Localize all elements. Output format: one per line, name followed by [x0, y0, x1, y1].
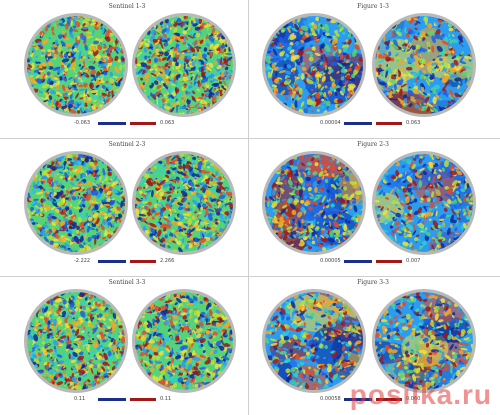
colorbar-high: [130, 260, 156, 263]
panel-title: Figure 3-3: [357, 279, 389, 286]
colorbar-min-label: 0.11: [74, 396, 86, 402]
colorbar-min-label: 0.00058: [320, 396, 341, 402]
panel-right-row2: Figure 2-3 0.00005 0.007: [256, 140, 490, 272]
sky-map-disc-left: [262, 13, 366, 117]
panel-right-row1: Figure 1-3 0.00004 0.063: [256, 2, 490, 134]
colorbar-low: [98, 260, 126, 263]
colorbar-high: [130, 398, 156, 401]
sky-map-disc-left: [24, 151, 128, 255]
colorbar-max-label: 0.007: [406, 258, 421, 264]
watermark-text: posilka.ru: [349, 379, 492, 410]
horizontal-divider-2: [0, 276, 500, 277]
panel-title: Sentinel 1-3: [108, 3, 146, 10]
panel-left-row1: Sentinel 1-3 -0.063 0.063: [10, 2, 244, 134]
colorbar-low: [98, 122, 126, 125]
panel-title: Figure 2-3: [357, 141, 389, 148]
sky-map-disc-right: [372, 289, 476, 393]
sky-map-disc-left: [262, 151, 366, 255]
colorbar-max-label: 0.060: [406, 396, 421, 402]
vertical-divider: [248, 0, 249, 415]
panel-right-row3: Figure 3-3 0.00058 0.060: [256, 278, 490, 410]
panel-left-row3: Sentinel 3-3 0.11 0.11: [10, 278, 244, 410]
panel-title: Figure 1-3: [357, 3, 389, 10]
panel-left-row2: Sentinel 2-3 -2.222 2.266: [10, 140, 244, 272]
colorbar-high: [376, 122, 402, 125]
sky-map-disc-left: [262, 289, 366, 393]
sky-map-disc-left: [24, 13, 128, 117]
colorbar-low: [344, 260, 372, 263]
colorbar-max-label: 0.11: [160, 396, 172, 402]
sky-map-disc-right: [132, 289, 236, 393]
colorbar-min-label: 0.00004: [320, 120, 341, 126]
colorbar-low: [344, 122, 372, 125]
colorbar-max-label: 0.063: [160, 120, 175, 126]
colorbar-low: [98, 398, 126, 401]
colorbar-low: [344, 398, 372, 401]
sky-map-disc-right: [372, 13, 476, 117]
panel-title: Sentinel 3-3: [108, 279, 146, 286]
sky-map-disc-left: [24, 289, 128, 393]
sky-map-disc-right: [132, 13, 236, 117]
sky-map-disc-right: [132, 151, 236, 255]
colorbar-high: [130, 122, 156, 125]
colorbar-min-label: -0.063: [74, 120, 91, 126]
sky-map-disc-right: [372, 151, 476, 255]
horizontal-divider-1: [0, 138, 500, 139]
panel-title: Sentinel 2-3: [108, 141, 146, 148]
colorbar-min-label: -2.222: [74, 258, 91, 264]
colorbar-max-label: 0.063: [406, 120, 421, 126]
colorbar-max-label: 2.266: [160, 258, 175, 264]
colorbar-min-label: 0.00005: [320, 258, 341, 264]
colorbar-high: [376, 398, 402, 401]
colorbar-high: [376, 260, 402, 263]
